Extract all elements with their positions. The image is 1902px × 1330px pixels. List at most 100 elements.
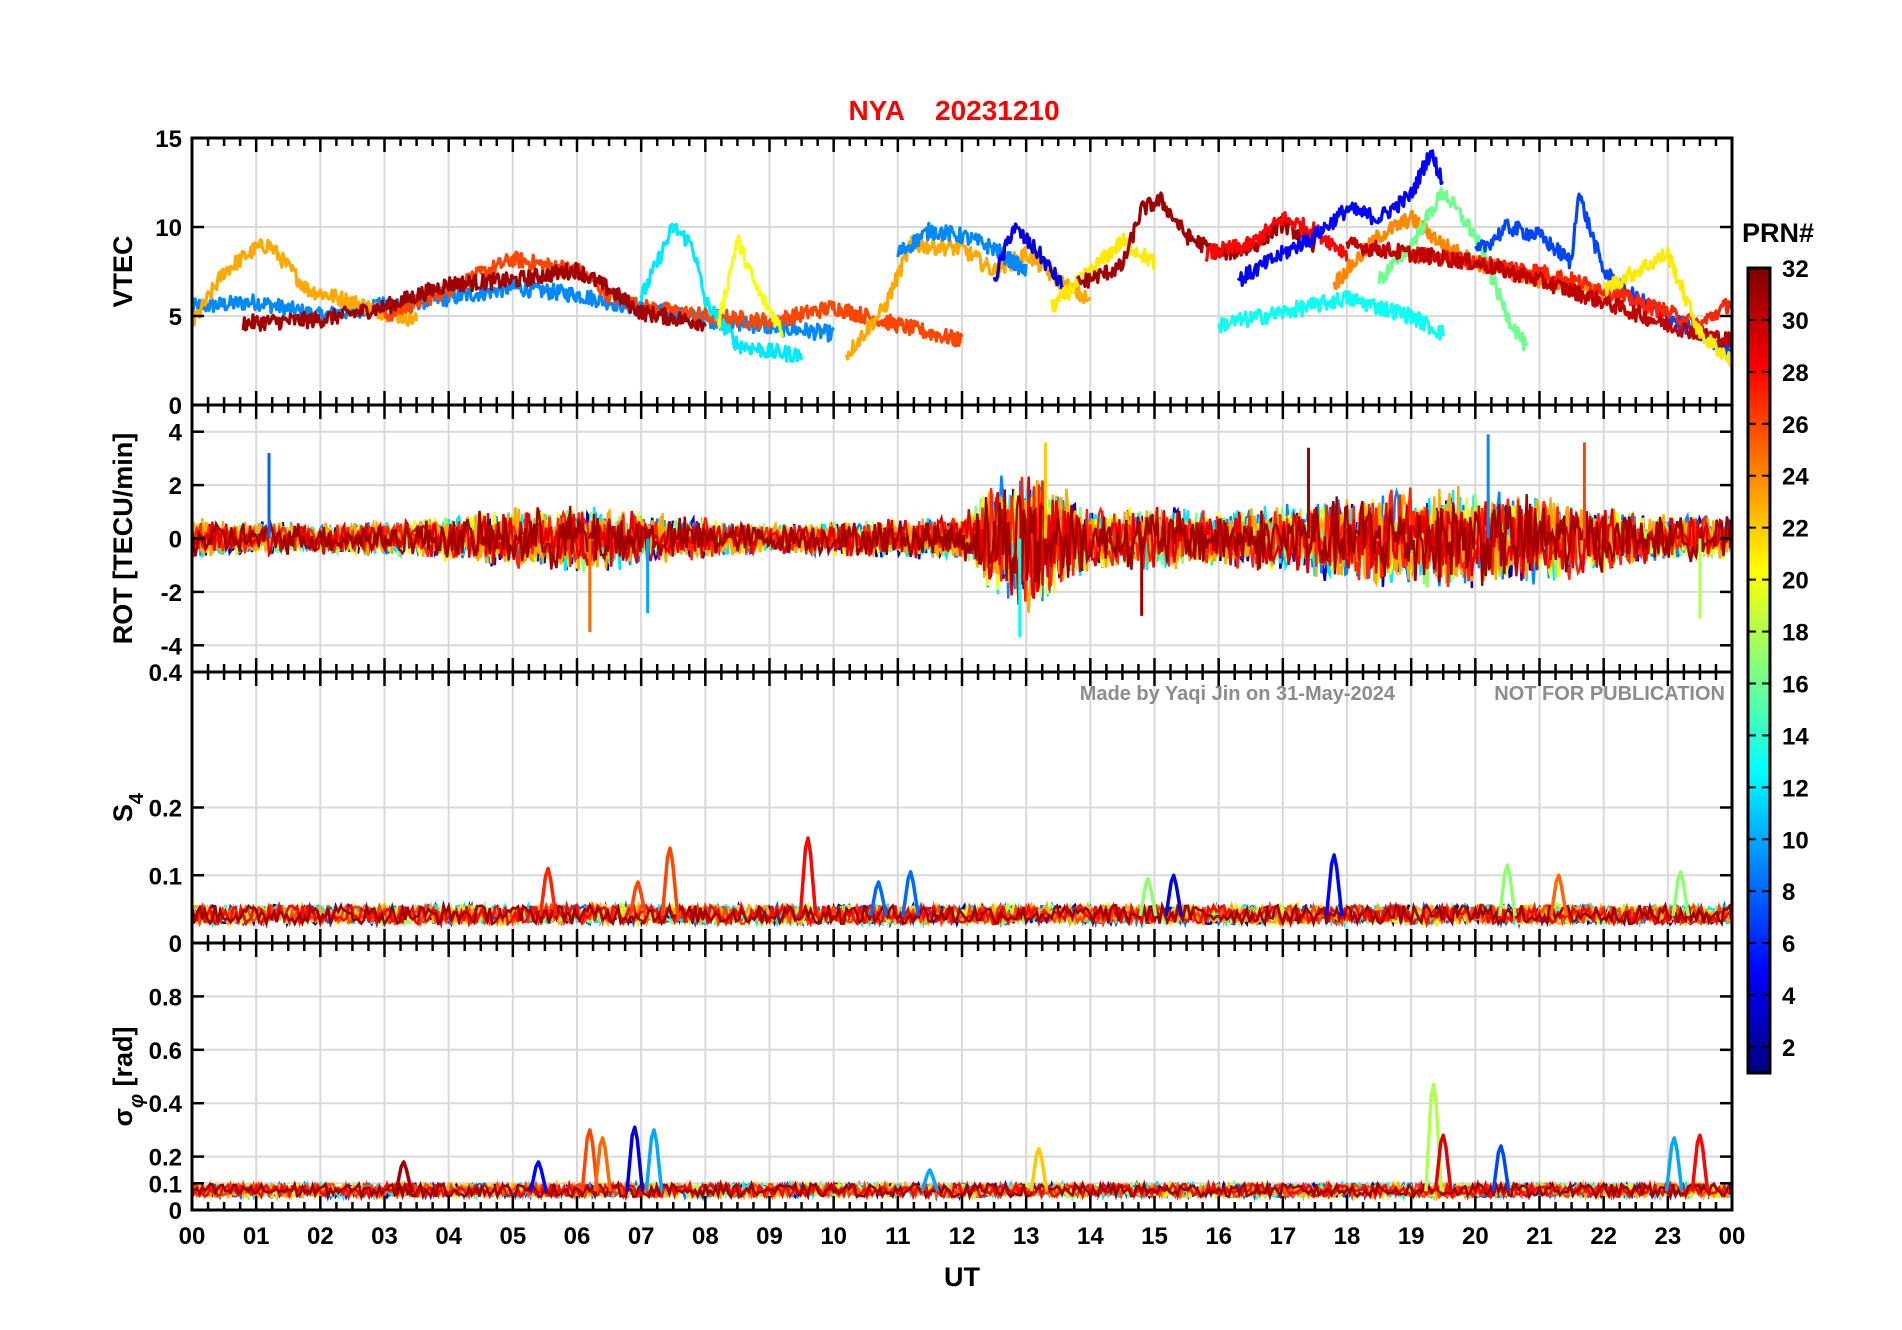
panel-3: 0 0.1 0.2 0.4 S4 — [108, 660, 1734, 958]
rot-trace-prn-31 — [192, 489, 1732, 586]
y-axis-label: S4 — [108, 792, 148, 822]
peak-prn-17 — [1138, 876, 1158, 917]
watermark-notice: NOT FOR PUBLICATION — [1494, 683, 1725, 705]
x-tick-label: 08 — [692, 1223, 719, 1250]
series-line-prn-26 — [382, 250, 964, 348]
series-line-prn-5 — [1236, 149, 1444, 287]
panel-data — [192, 836, 1732, 930]
x-tick-label: 14 — [1077, 1223, 1104, 1250]
x-tick-label: 02 — [307, 1223, 334, 1250]
x-tick-label: 03 — [371, 1223, 398, 1250]
x-tick-label: 18 — [1334, 1223, 1361, 1250]
x-tick-label: 05 — [499, 1223, 526, 1250]
watermark: Made by Yaqi Jin on 31-May-2024 NOT FOR … — [1080, 683, 1725, 705]
x-tick-label: 19 — [1398, 1223, 1425, 1250]
series-line-prn-4 — [992, 222, 1066, 293]
colorbar-tick-label: 4 — [1782, 983, 1796, 1010]
x-tick-label: 15 — [1141, 1223, 1168, 1250]
colorbar-tick-label: 18 — [1782, 620, 1809, 647]
peak-prn-26 — [660, 846, 680, 917]
x-tick-label: 09 — [756, 1223, 783, 1250]
series-line-prn-30 — [1345, 236, 1732, 348]
x-axis-label: UT — [944, 1262, 980, 1292]
x-tick-label: 13 — [1013, 1223, 1040, 1250]
x-tick-label: 06 — [564, 1223, 591, 1250]
peak-prn-28 — [798, 836, 818, 917]
peak-prn-25 — [1549, 873, 1569, 917]
y-tick-label: -4 — [161, 633, 183, 660]
series-line-prn-28 — [1204, 211, 1349, 263]
base-trace-prn-31 — [192, 901, 1732, 929]
y-tick-label: 0 — [169, 393, 182, 420]
peak-prn-29 — [1433, 1133, 1453, 1192]
series-line-prn-20 — [716, 234, 784, 338]
colorbar-tick-label: 24 — [1782, 464, 1809, 491]
peak-prn-4 — [625, 1125, 645, 1192]
colorbar-tick-label: 8 — [1782, 879, 1795, 906]
panel-data — [192, 434, 1732, 638]
panel-4: 00.10.2 0.4 0.6 0.8σφ [rad] 00 01 02 03 04 05 06 07… — [108, 941, 1745, 1292]
series-line-prn-12 — [639, 222, 804, 363]
colorbar-tick-label: 30 — [1782, 308, 1809, 335]
series-line-prn-31 — [1076, 191, 1317, 289]
colorbar-tick-label: 14 — [1782, 723, 1809, 750]
y-tick-label: 0.8 — [149, 984, 182, 1011]
panel-ticks — [190, 943, 1734, 1212]
y-tick-label: 0.6 — [149, 1038, 182, 1065]
colorbar-tick-label: 26 — [1782, 412, 1809, 439]
colorbar-tick-label: 22 — [1782, 516, 1809, 543]
colorbar-tick-label: 16 — [1782, 671, 1809, 698]
y-tick-label: -2 — [161, 580, 182, 607]
colorbar-tick-label: 12 — [1782, 775, 1809, 802]
x-tick-label: 10 — [820, 1223, 847, 1250]
x-tick-label: 00 — [179, 1223, 206, 1250]
colorbar-tick-label: 6 — [1782, 931, 1795, 958]
y-axis-label: σφ [rad] — [108, 1026, 148, 1126]
peak-prn-10 — [644, 1128, 664, 1192]
peak-prn-31 — [394, 1160, 414, 1192]
panel-grid — [192, 672, 1732, 943]
colorbar-tick-label: 20 — [1782, 568, 1809, 595]
y-tick-label: 5 — [169, 304, 182, 331]
y-tick-label: 0.4 — [149, 1091, 183, 1118]
panel-1: 0 5 10 15 VTEC — [108, 126, 1734, 420]
colorbar-ramp — [1746, 266, 1772, 1075]
peak-prn-25 — [593, 1136, 613, 1192]
peak-prn-18 — [1424, 1082, 1444, 1192]
y-tick-label: 0.2 — [149, 1145, 182, 1172]
y-tick-label: 0 — [169, 527, 182, 554]
peak-prn-22 — [1029, 1146, 1049, 1192]
base-trace-prn-28 — [192, 900, 1732, 930]
peak-prn-17 — [1497, 863, 1517, 917]
panel-grid — [192, 943, 1732, 1210]
colorbar-tick-label: 10 — [1782, 827, 1809, 854]
peak-prn-17 — [1671, 870, 1691, 917]
y-tick-label: 2 — [169, 473, 182, 500]
series-line-prn-23 — [844, 235, 1092, 361]
colorbar-tick-label: 2 — [1782, 1035, 1795, 1062]
peak-prn-4 — [1164, 873, 1184, 917]
peak-prn-7 — [1491, 1144, 1511, 1192]
series-line-prn-21 — [1602, 246, 1732, 367]
colorbar-tick-label: 32 — [1782, 256, 1809, 283]
peak-prn-8 — [869, 880, 888, 917]
y-tick-label: 0.1 — [149, 863, 182, 890]
y-tick-label: 0.2 — [149, 796, 182, 823]
y-axis-label: ROT [TECU/min] — [108, 433, 138, 644]
x-tick-label: 17 — [1269, 1223, 1296, 1250]
colorbar-tick-label: 28 — [1782, 360, 1809, 387]
colorbar-label: PRN# — [1742, 218, 1814, 248]
peak-prn-5 — [529, 1160, 548, 1192]
peak-prn-10 — [920, 1168, 940, 1192]
y-tick-label: 0 — [169, 931, 182, 958]
peak-prn-10 — [1664, 1136, 1684, 1192]
title-station: NYA — [848, 95, 905, 126]
title-date: 20231210 — [935, 95, 1060, 126]
y-tick-label: 0.1 — [149, 1171, 182, 1198]
series-line-prn-31 — [241, 261, 707, 332]
x-tick-label: 11 — [885, 1223, 910, 1250]
x-tick-label: 07 — [628, 1223, 655, 1250]
